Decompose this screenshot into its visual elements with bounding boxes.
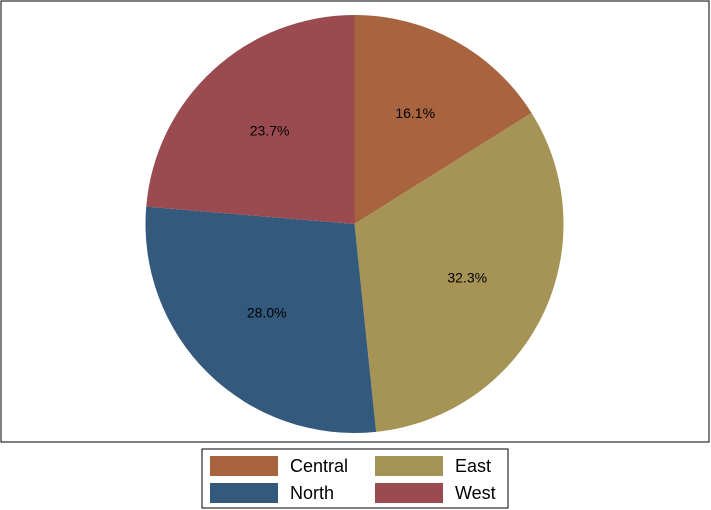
legend-items: Central East North West (210, 456, 496, 503)
pie-slice-east (354, 112, 564, 432)
legend-swatch-central (210, 456, 278, 476)
legend-label-central: Central (290, 456, 348, 476)
slice-value-label-north: 28.0% (247, 304, 287, 320)
legend-swatch-north (210, 483, 278, 503)
legend-swatch-west (375, 483, 443, 503)
legend: Central East North West (201, 448, 509, 509)
slice-value-label-central: 16.1% (395, 105, 435, 121)
legend-label-north: North (290, 483, 334, 503)
pie-slices (145, 14, 564, 433)
legend-swatch-east (375, 456, 443, 476)
legend-label-west: West (455, 483, 496, 503)
pie-slice-north (145, 206, 377, 433)
slice-value-label-west: 23.7% (250, 122, 290, 138)
pie-slice-west (146, 14, 355, 225)
legend-label-east: East (455, 456, 491, 476)
pie-slice-labels: 16.1% 32.3% 28.0% 23.7% (247, 105, 487, 320)
pie-slice-central (354, 15, 532, 224)
slice-value-label-east: 32.3% (447, 270, 487, 286)
